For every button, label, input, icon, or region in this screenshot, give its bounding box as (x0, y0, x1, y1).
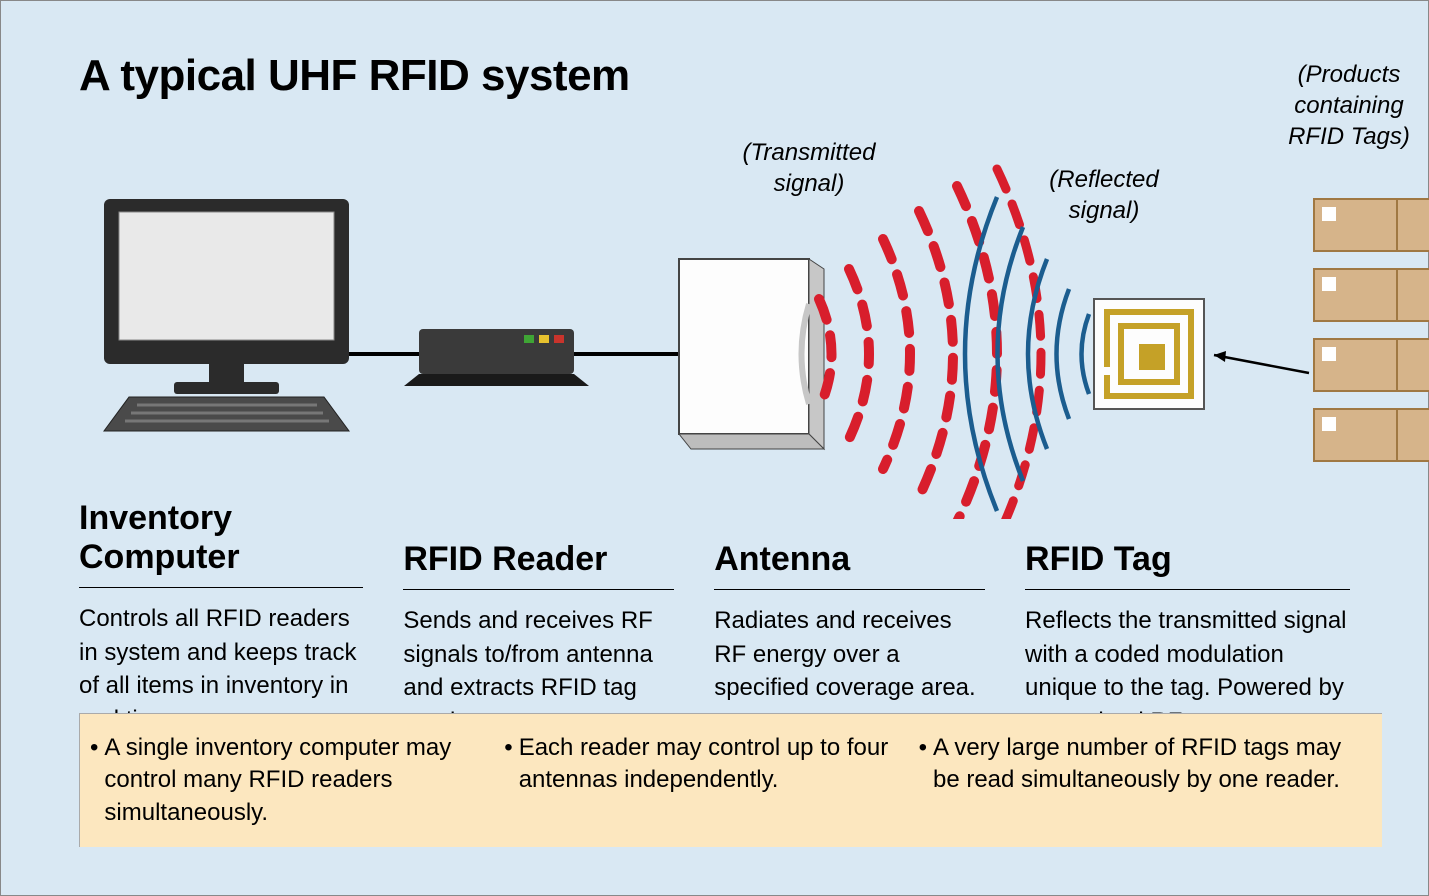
rfid-tag-icon (1094, 299, 1204, 409)
antenna-icon (679, 259, 824, 449)
bullet-box: • A single inventory computer may contro… (79, 713, 1382, 847)
bullet-dot-icon: • (90, 732, 98, 829)
component-title: RFID Reader (403, 540, 674, 579)
diagram-inner: A typical UHF RFID system (19, 19, 1410, 877)
component-rfid-reader: RFID Reader Sends and receives RF signal… (403, 499, 674, 738)
bullet-item: • Each reader may control up to four ant… (504, 732, 898, 829)
diagram-title: A typical UHF RFID system (79, 51, 630, 101)
illustration-layer: (Transmittedsignal) (Reflectedsignal) (P… (19, 99, 1410, 519)
component-title: Antenna (714, 540, 985, 579)
bullet-text: Each reader may control up to four anten… (519, 732, 899, 829)
bullet-item: • A single inventory computer may contro… (90, 732, 484, 829)
rfid-diagram: A typical UHF RFID system (0, 0, 1429, 896)
computer-icon (104, 199, 349, 431)
bullet-text: A single inventory computer may control … (104, 732, 484, 829)
product-boxes-icon (1314, 199, 1429, 461)
arrow-icon (1214, 351, 1309, 373)
transmitted-waves-icon (819, 169, 1041, 519)
component-divider (714, 589, 985, 590)
bullet-item: • A very large number of RFID tags may b… (919, 732, 1372, 829)
component-desc: Radiates and receives RF energy over a s… (714, 604, 985, 705)
bullet-text: A very large number of RFID tags may be … (933, 732, 1372, 829)
component-divider (79, 587, 363, 588)
bullet-dot-icon: • (504, 732, 512, 829)
component-row: InventoryComputer Controls all RFID read… (19, 499, 1410, 738)
component-antenna: Antenna Radiates and receives RF energy … (714, 499, 985, 738)
transmitted-signal-label: (Transmittedsignal) (709, 137, 909, 199)
component-rfid-tag: RFID Tag Reflects the transmitted signal… (1025, 499, 1350, 738)
reflected-signal-label: (Reflectedsignal) (1019, 164, 1189, 226)
component-title: InventoryComputer (79, 499, 363, 577)
component-title: RFID Tag (1025, 540, 1350, 579)
reader-icon (404, 329, 589, 386)
bullet-dot-icon: • (919, 732, 927, 829)
products-label: (ProductscontainingRFID Tags) (1259, 59, 1429, 153)
component-divider (1025, 589, 1350, 590)
component-inventory-computer: InventoryComputer Controls all RFID read… (79, 499, 363, 738)
component-divider (403, 589, 674, 590)
